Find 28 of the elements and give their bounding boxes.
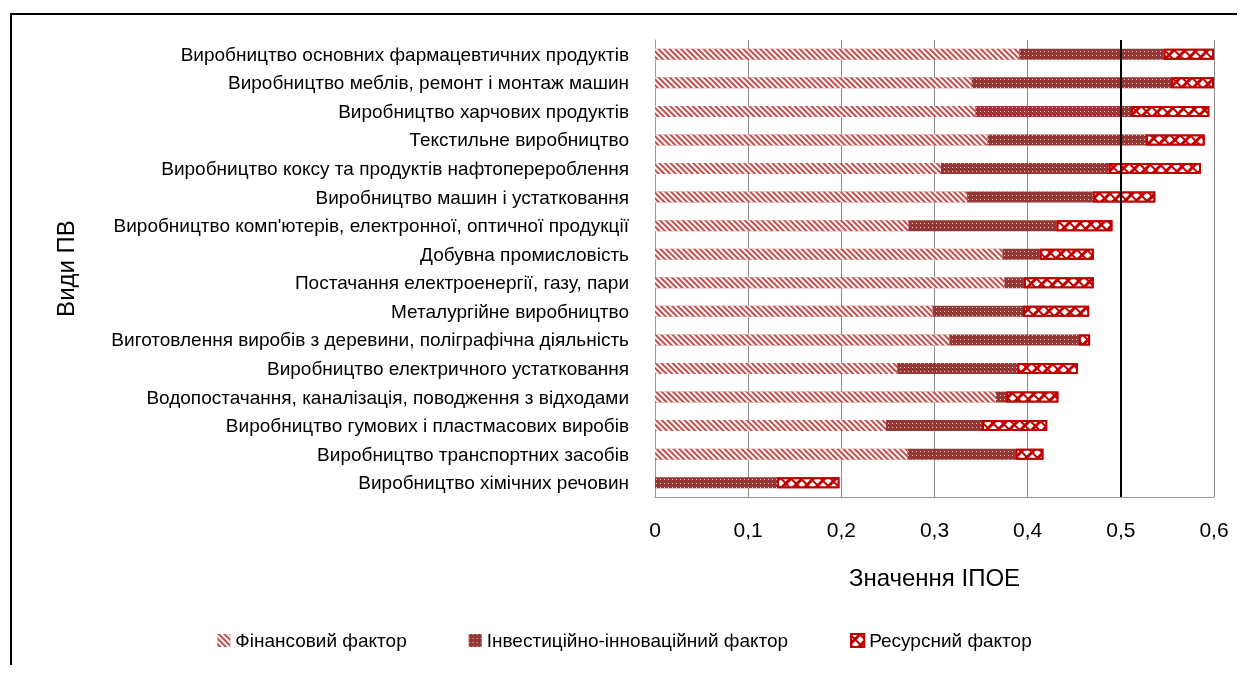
- x-axis-title: Значення ІПОЕ: [848, 563, 1021, 591]
- x-tick-label: 0,5: [1106, 518, 1136, 541]
- y-tick-label: Добувна промисловість: [420, 243, 630, 265]
- y-tick-label: Виготовлення виробів з деревини, поліграфічна діяльність: [111, 329, 630, 351]
- y-tick-label: Виробництво транспортних засобів: [317, 443, 629, 465]
- x-tick-label: 0,6: [1199, 518, 1229, 541]
- y-tick-label: Виробництво коксу та продуктів нафтоперероблення: [161, 158, 629, 180]
- x-tick-label: 0: [649, 518, 661, 541]
- y-tick-label: Виробництво комп'ютерів, електронної, оптичної продукції: [113, 215, 630, 237]
- x-tick-label: 0,1: [733, 518, 763, 541]
- y-tick-label: Виробництво хімічних речовин: [358, 472, 629, 494]
- x-tick-label: 0,2: [826, 518, 856, 541]
- y-tick-label: Виробництво електричного устатковання: [267, 357, 629, 379]
- legend-label: Інвестиційно-інноваційний фактор: [486, 630, 789, 651]
- y-tick-label: Металургійне виробництво: [391, 300, 629, 322]
- y-axis-title: Види ПВ: [51, 220, 79, 317]
- legend-label: Фінансовий фактор: [235, 630, 407, 651]
- y-tick-label: Виробництво меблів, ремонт і монтаж машин: [227, 72, 629, 94]
- y-tick-label: Виробництво основних фармацевтичних продуктів: [180, 43, 629, 65]
- y-tick-label: Виробництво харчових продуктів: [338, 100, 629, 122]
- y-tick-label: Водопостачання, каналізація, поводження з відходами: [146, 386, 629, 408]
- x-tick-label: 0,4: [1013, 518, 1043, 541]
- y-tick-label: Виробництво гумових і пластмасових виробів: [225, 415, 629, 437]
- legend-label: Ресурсний фактор: [869, 630, 1032, 651]
- x-tick-label: 0,3: [919, 518, 950, 541]
- y-tick-label: Виробництво машин і устатковання: [315, 186, 629, 208]
- y-tick-label: Текстильне виробництво: [409, 129, 629, 151]
- y-tick-label: Постачання електроенергії, газу, пари: [294, 272, 629, 294]
